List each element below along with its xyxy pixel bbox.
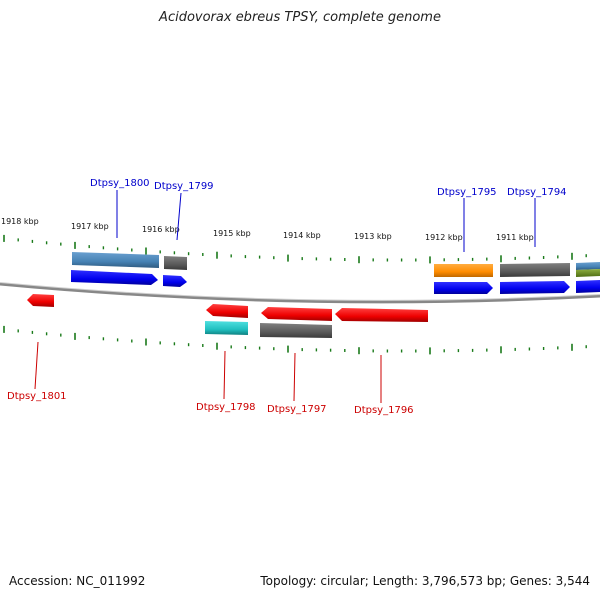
accession-text: Accession: NC_011992 xyxy=(9,574,146,588)
cds-forward-1795[interactable] xyxy=(434,282,493,294)
cds-forward-1800[interactable] xyxy=(71,270,158,285)
gene-label-1795[interactable]: Dtpsy_1795 xyxy=(437,187,497,198)
feature-gray-1799[interactable] xyxy=(164,256,187,270)
gene-label-1796[interactable]: Dtpsy_1796 xyxy=(354,405,414,416)
gene-label-1799[interactable]: Dtpsy_1799 xyxy=(154,181,214,192)
cds-reverse-1796[interactable] xyxy=(335,308,428,322)
genome-backbone xyxy=(0,282,600,304)
feature-orange-1795[interactable] xyxy=(434,264,493,277)
leader-line-1798 xyxy=(223,350,226,400)
ruler-label-1916: 1916 kbp xyxy=(142,225,180,234)
cds-forward-1794[interactable] xyxy=(500,281,570,294)
map-title: Acidovorax ebreus TPSY, complete genome xyxy=(159,10,441,25)
gene-label-1798[interactable]: Dtpsy_1798 xyxy=(196,402,256,413)
leader-line-1797 xyxy=(293,352,296,402)
feature-olive-edge[interactable] xyxy=(576,269,600,277)
feature-steelblue-1800[interactable] xyxy=(72,252,159,268)
gene-label-1801[interactable]: Dtpsy_1801 xyxy=(7,391,67,402)
ruler-label-1914: 1914 kbp xyxy=(283,231,321,240)
feature-steelblue-edge[interactable] xyxy=(576,262,600,270)
cds-reverse-1801[interactable] xyxy=(27,294,54,307)
gene-label-1794[interactable]: Dtpsy_1794 xyxy=(507,187,567,198)
leader-line-1799 xyxy=(176,192,182,241)
feature-cyan-1798[interactable] xyxy=(205,321,248,335)
ruler-label-1913: 1913 kbp xyxy=(354,232,392,241)
genome-backbone-highlight xyxy=(0,282,600,301)
cds-reverse-1798[interactable] xyxy=(206,304,248,318)
ruler-label-1915: 1915 kbp xyxy=(213,229,251,238)
feature-gray-1794[interactable] xyxy=(500,263,570,277)
cds-forward-edge[interactable] xyxy=(576,280,600,293)
tick-marks-outer xyxy=(3,234,587,264)
ruler-label-1912: 1912 kbp xyxy=(425,233,463,242)
gene-label-1800[interactable]: Dtpsy_1800 xyxy=(90,178,150,189)
genome-summary-text: Topology: circular; Length: 3,796,573 bp… xyxy=(260,574,590,588)
ruler-label-1911: 1911 kbp xyxy=(496,233,534,242)
ruler-label-1917: 1917 kbp xyxy=(71,222,109,231)
leader-line-1801 xyxy=(34,341,39,390)
cds-forward-1799[interactable] xyxy=(163,275,187,287)
cds-reverse-1797[interactable] xyxy=(261,307,332,321)
gene-label-1797[interactable]: Dtpsy_1797 xyxy=(267,404,327,415)
feature-gray-1797[interactable] xyxy=(260,323,332,338)
ruler-label-1918: 1918 kbp xyxy=(1,217,39,226)
tick-marks-inner xyxy=(3,325,587,355)
